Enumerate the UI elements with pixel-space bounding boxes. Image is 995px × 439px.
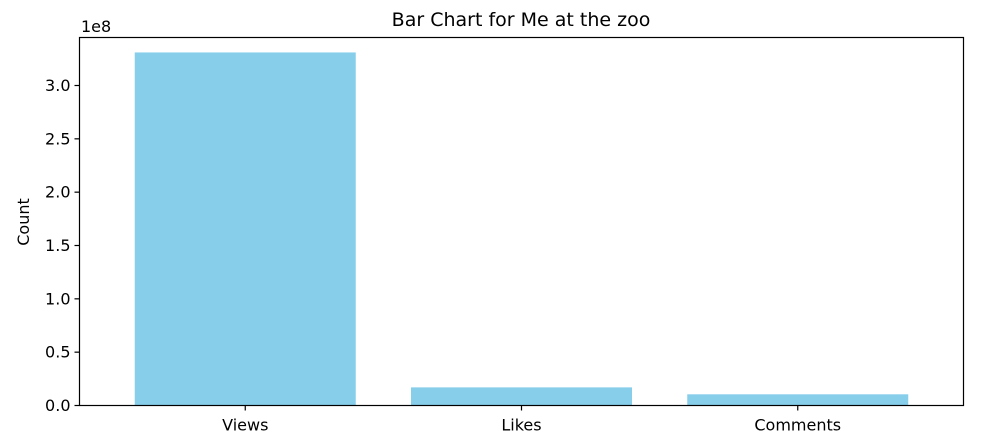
y-tick-label: 1.0: [45, 289, 70, 308]
x-tick-label: Likes: [501, 416, 541, 435]
y-tick-label: 0.0: [45, 396, 70, 415]
bar-likes: [411, 387, 632, 406]
chart-title: Bar Chart for Me at the zoo: [392, 9, 651, 31]
y-axis-offset-label: 1e8: [81, 17, 111, 36]
bar-views: [134, 52, 356, 406]
x-tick-label: Views: [222, 416, 268, 435]
y-tick-label: 2.5: [45, 129, 70, 148]
y-tick-label: 0.5: [45, 343, 70, 362]
plot-frame: [78, 36, 965, 407]
y-tick-label: 1.5: [45, 236, 70, 255]
bar-comments: [687, 394, 909, 406]
y-tick-label: 2.0: [45, 183, 70, 202]
x-ticks-group: Views Likes Comments: [222, 405, 841, 435]
bars-group: [134, 52, 909, 406]
x-tick-label: Comments: [754, 416, 841, 435]
y-axis-label: Count: [14, 198, 33, 246]
y-ticks-group: 0.0 0.5 1.0 1.5 2.0 2.5 3.0: [45, 76, 80, 415]
y-tick-label: 3.0: [45, 76, 70, 95]
